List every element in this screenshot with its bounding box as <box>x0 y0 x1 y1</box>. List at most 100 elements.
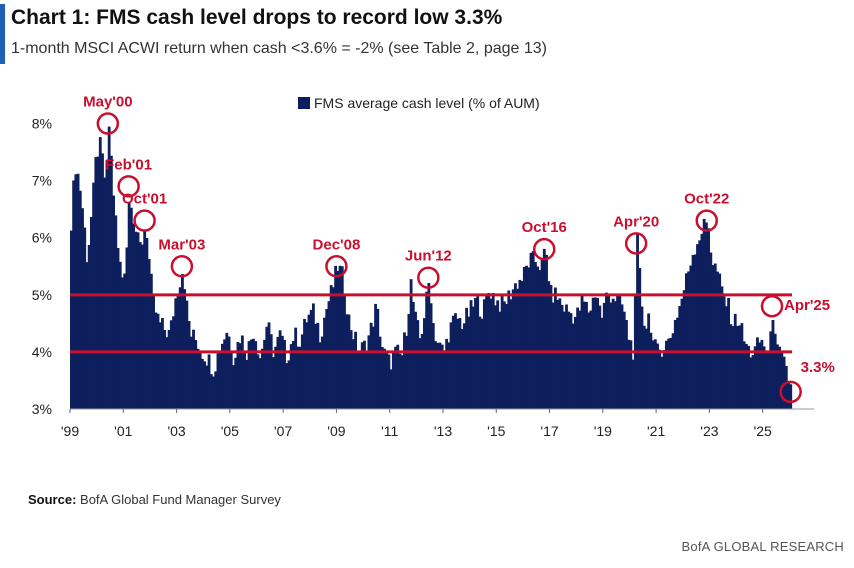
cash-level-bar <box>116 248 120 409</box>
cash-level-bar <box>249 339 253 409</box>
legend-label: FMS average cash level (% of AUM) <box>314 95 540 111</box>
cash-level-bar <box>742 341 746 409</box>
cash-level-bar <box>325 309 329 409</box>
cash-level-bar <box>178 287 182 409</box>
cash-level-bar <box>378 336 382 409</box>
cash-level-bar <box>707 228 711 409</box>
cash-level-bar <box>103 177 107 409</box>
cash-level-bar <box>456 318 460 409</box>
cash-level-bar <box>276 336 280 409</box>
cash-level-bar <box>376 308 380 409</box>
annotation-label: Apr'25 <box>784 297 830 314</box>
cash-level-bar <box>369 322 373 409</box>
cash-level-bar <box>478 316 482 409</box>
cash-level-bar <box>141 244 144 409</box>
y-tick-label: 8% <box>32 116 52 132</box>
cash-level-bar <box>547 281 551 409</box>
cash-level-bar <box>338 265 342 409</box>
cash-level-bar <box>383 348 386 409</box>
cash-level-bar <box>647 313 651 409</box>
x-tick-label: '11 <box>381 423 398 439</box>
cash-level-bar <box>587 312 591 409</box>
cash-level-bar <box>744 343 748 409</box>
cash-level-bar <box>471 306 475 409</box>
x-tick-label: '03 <box>167 423 185 439</box>
x-tick-label: '01 <box>114 423 132 439</box>
cash-level-bar <box>704 222 708 409</box>
cash-level-bar <box>256 354 260 409</box>
cash-level-bar <box>438 342 442 409</box>
cash-level-bar <box>420 334 424 409</box>
annotation-circle <box>624 232 648 255</box>
cash-level-bar <box>403 332 406 409</box>
cash-level-bar <box>696 244 699 409</box>
cash-level-bar <box>172 316 175 409</box>
cash-level-bar <box>682 290 686 409</box>
cash-level-bar <box>458 318 462 409</box>
cash-level-bar <box>327 301 331 409</box>
cash-level-bar <box>560 304 564 409</box>
cash-level-bar <box>145 238 149 409</box>
cash-level-bar <box>540 258 544 409</box>
cash-level-bar <box>411 301 415 409</box>
cash-level-bar <box>205 365 209 409</box>
cash-level-bar <box>87 244 91 409</box>
cash-level-bar <box>294 327 298 409</box>
cash-level-bar <box>287 360 291 409</box>
cash-level-bar <box>529 252 533 409</box>
cash-level-bar <box>185 300 189 409</box>
chart-subtitle: 1-month MSCI ACWI return when cash <3.6%… <box>11 40 547 57</box>
x-tick-label: '05 <box>221 423 239 439</box>
cash-level-bar <box>74 174 78 409</box>
cash-level-bar <box>300 334 304 409</box>
cash-level-bar <box>505 304 508 409</box>
annotation-label: Mar'03 <box>158 236 205 253</box>
cash-level-bar <box>689 265 693 409</box>
cash-level-bar <box>709 252 713 409</box>
cash-level-bar <box>447 342 451 409</box>
cash-level-bar <box>174 298 178 409</box>
cash-level-bar <box>396 344 400 409</box>
cash-level-bar <box>356 352 360 409</box>
cash-level-bar <box>511 289 515 409</box>
cash-level-bar <box>431 323 435 409</box>
cash-level-bar <box>303 318 306 409</box>
y-tick-label: 7% <box>32 173 52 189</box>
cash-level-bar <box>442 351 446 409</box>
cash-level-bar <box>520 281 524 409</box>
cash-level-bar <box>494 305 497 409</box>
cash-level-bar <box>138 242 142 409</box>
cash-level-bar <box>645 328 648 409</box>
cash-level-bar <box>673 319 677 409</box>
cash-level-bar <box>289 344 293 409</box>
cash-level-bar <box>292 341 295 409</box>
cash-level-bar <box>192 329 195 409</box>
cash-level-bar <box>247 341 251 409</box>
cash-level-bar <box>165 337 169 409</box>
cash-level-bar <box>365 351 369 409</box>
cash-level-bar <box>474 298 477 409</box>
cash-level-bar <box>263 339 266 409</box>
cash-level-bar <box>629 340 633 409</box>
cash-level-bar <box>425 291 429 409</box>
cash-level-bar <box>609 302 613 409</box>
cash-level-bar <box>516 288 520 409</box>
y-tick-label: 4% <box>32 344 52 360</box>
cash-level-bar <box>329 285 333 409</box>
cash-level-bar <box>112 195 115 409</box>
cash-level-bar <box>680 298 684 409</box>
cash-level-bar <box>218 352 222 409</box>
cash-level-bar <box>738 325 742 409</box>
cash-level-bar <box>531 251 535 409</box>
cash-level-bar <box>163 330 167 409</box>
x-tick-label: '19 <box>594 423 612 439</box>
cash-level-bar <box>496 300 500 409</box>
cash-level-bar <box>693 254 697 409</box>
cash-level-bar <box>156 313 160 409</box>
cash-level-bar <box>78 190 82 409</box>
cash-level-bar <box>627 339 631 409</box>
cash-level-bar <box>551 302 555 409</box>
cash-level-bar <box>400 355 404 409</box>
annotation-circle <box>117 175 140 198</box>
cash-level-bar <box>773 333 777 409</box>
